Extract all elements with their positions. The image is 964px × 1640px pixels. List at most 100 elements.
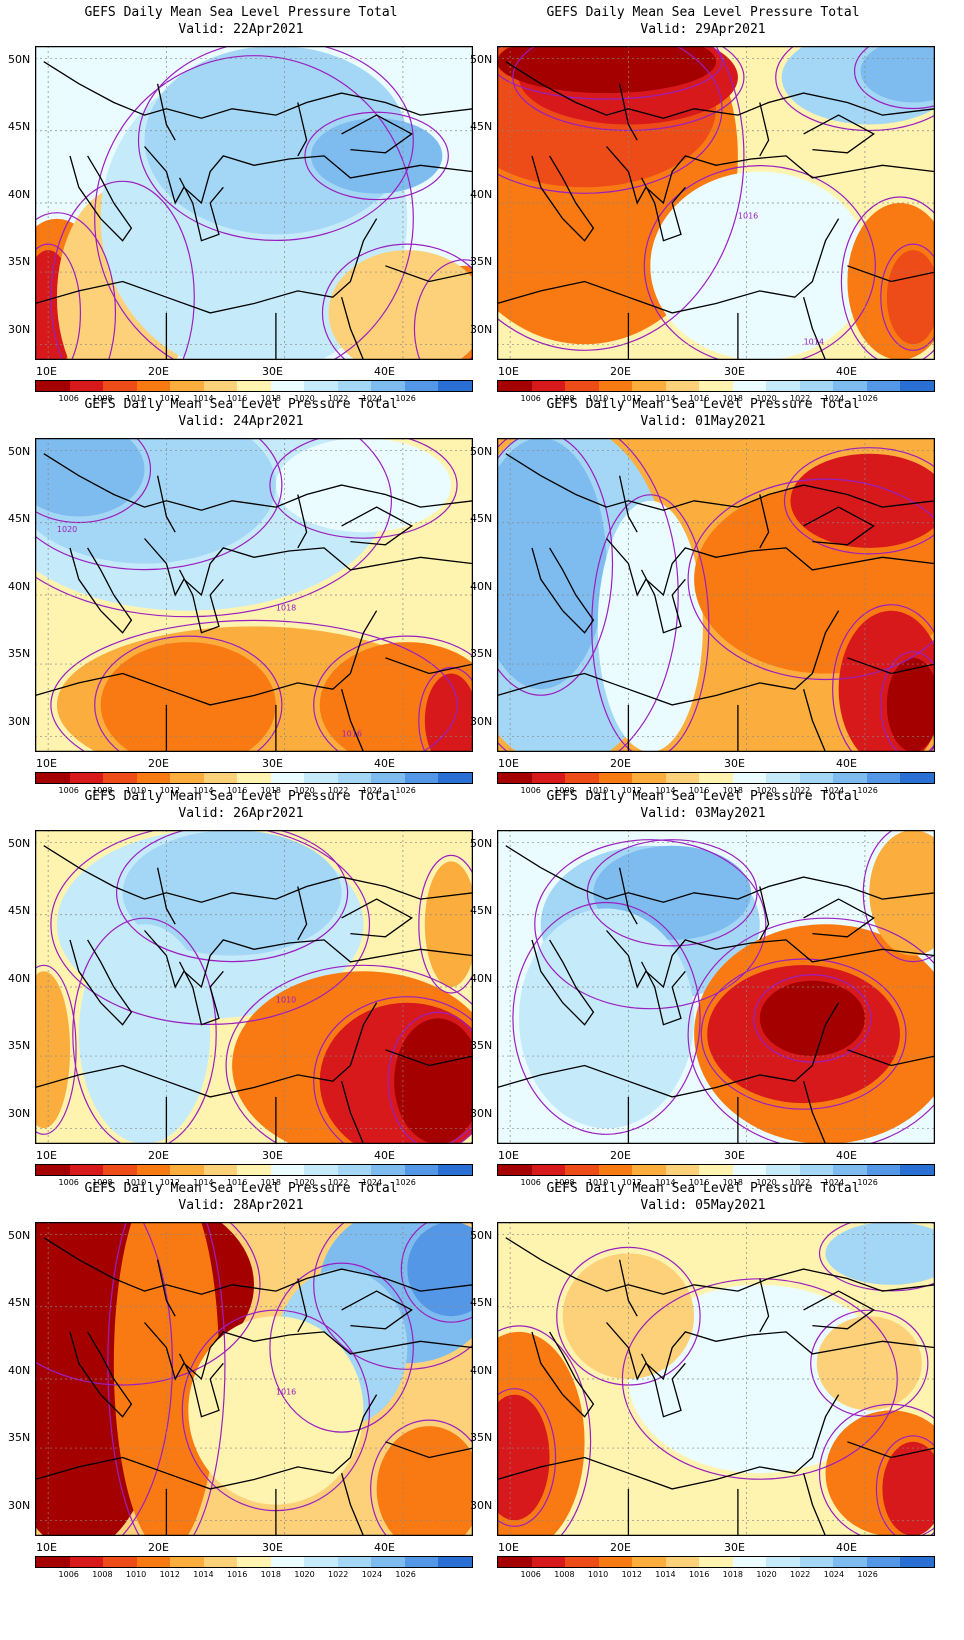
- coastline-border: [505, 61, 935, 119]
- lat-tick-label: 50N: [470, 1229, 493, 1242]
- isobar-line: [818, 1403, 935, 1536]
- isobar-line: [50, 830, 371, 1025]
- coastline-border: [497, 1394, 840, 1490]
- coastline-border: [497, 218, 840, 314]
- lon-tick-label: 40E: [374, 1541, 395, 1554]
- colorbar-swatch: [438, 1557, 472, 1567]
- colorbar-label: 1014: [655, 394, 676, 403]
- colorbar-label: 1010: [587, 394, 609, 403]
- colorbar-label: 1016: [688, 394, 710, 403]
- colorbar-label: 1024: [823, 1570, 845, 1579]
- panel-valid-date: Valid: 01May2021: [640, 414, 766, 429]
- colorbar-swatch: [632, 773, 666, 783]
- pressure-region: [882, 1441, 935, 1536]
- colorbar-swatch: [699, 1165, 733, 1175]
- colorbar-label: 1022: [790, 1178, 811, 1187]
- colorbar-swatch: [766, 1165, 800, 1175]
- lat-tick-label: 40N: [470, 972, 493, 985]
- coastline-border: [606, 146, 935, 205]
- colorbar-swatch: [136, 381, 171, 391]
- coastline-greece: [640, 569, 686, 634]
- colorbar-label: 1010: [125, 1178, 147, 1187]
- coastline-border: [531, 1331, 595, 1418]
- coastline-border: [340, 297, 365, 360]
- isobar-line: [35, 438, 392, 618]
- colorbar-label: 1020: [756, 394, 777, 403]
- coastline-border: [385, 1049, 473, 1067]
- colorbar-swatch: [103, 1165, 137, 1175]
- colorbar-swatch: [565, 773, 599, 783]
- coastline-border: [43, 61, 473, 119]
- isobar-line: [534, 839, 767, 1010]
- coastline-border: [505, 453, 935, 511]
- lon-tick-label: 10E: [36, 757, 57, 770]
- colorbar-swatch: [732, 1557, 767, 1567]
- colorbar-labels: 1006 1008 1010 1012 1014 1016 1018 1020 1022 1024…: [35, 1178, 473, 1190]
- pressure-region: [78, 924, 211, 1144]
- lat-tick-label: 30N: [8, 1499, 31, 1512]
- colorbar-swatch: [404, 1557, 439, 1567]
- lat-tick-label: 40N: [470, 1364, 493, 1377]
- isobar-line: [687, 917, 935, 1144]
- colorbar-labels: 1006 1008 1010 1012 1014 1016 1018 1020 1022 1024…: [497, 786, 935, 798]
- coastline-border: [606, 538, 935, 597]
- pressure-region: [759, 980, 865, 1057]
- lat-tick-label: 40N: [8, 972, 31, 985]
- lon-tick-label: 40E: [374, 1149, 395, 1162]
- colorbar-label: 1008: [554, 1178, 575, 1187]
- pressure-region: [35, 971, 71, 1129]
- lat-tick-label: 30N: [470, 1107, 493, 1120]
- coastline-greece: [178, 569, 224, 634]
- pressure-region: [275, 438, 452, 533]
- coastline-border: [759, 102, 770, 157]
- colorbar-swatch: [866, 1557, 901, 1567]
- isobar-line: [497, 46, 745, 351]
- isobar-line: [810, 1309, 929, 1418]
- colorbar-swatch: [766, 773, 800, 783]
- coastline-border: [531, 939, 595, 1026]
- coastline-greece: [178, 1353, 224, 1418]
- colorbar-label: 1012: [159, 1570, 180, 1579]
- lon-tick-label: 20E: [610, 365, 631, 378]
- coastline-border: [618, 83, 638, 141]
- colorbar-swatch: [900, 773, 934, 783]
- colorbar-swatch: [799, 773, 834, 783]
- lon-tick-label: 20E: [610, 1149, 631, 1162]
- colorbar-swatch: [203, 773, 238, 783]
- colorbar-swatch: [833, 1557, 867, 1567]
- isobar-line: [35, 438, 152, 524]
- coastline-border: [341, 506, 413, 546]
- isobar-line: [512, 901, 701, 1135]
- colorbar-swatch: [404, 1165, 439, 1175]
- pressure-region: [424, 861, 473, 987]
- isobar-line: [687, 478, 935, 681]
- colorbar-swatch: [598, 1165, 633, 1175]
- lon-tick-label: 30E: [262, 365, 283, 378]
- colorbar-swatch: [498, 381, 532, 391]
- isobar-line: [591, 494, 710, 752]
- coastline-border: [297, 1278, 308, 1333]
- colorbar-swatch: [36, 773, 70, 783]
- isobar-line: [35, 243, 82, 360]
- isobar-line: [107, 1222, 226, 1536]
- colorbar-label: 1024: [361, 786, 383, 795]
- contour-label: 1016: [276, 1388, 296, 1397]
- pressure-region: [790, 453, 935, 548]
- colorbar-label: 1026: [857, 786, 878, 795]
- coastline-border: [606, 930, 935, 989]
- coastline-border: [618, 867, 638, 925]
- lat-tick-label: 50N: [8, 53, 31, 66]
- colorbar-swatch: [598, 1557, 633, 1567]
- colorbar-swatch: [404, 381, 439, 391]
- panel-valid-date: Valid: 24Apr2021: [178, 414, 304, 429]
- colorbar-label: 1022: [328, 1570, 349, 1579]
- colorbar-label: 1016: [226, 394, 248, 403]
- colorbar-label: 1010: [125, 1570, 147, 1579]
- coastline-border: [156, 867, 176, 925]
- lat-tick-label: 35N: [470, 647, 493, 660]
- colorbar-label: 1008: [554, 1570, 575, 1579]
- colorbar-swatch: [136, 773, 171, 783]
- colorbar-label: 1010: [587, 1570, 609, 1579]
- colorbar-swatch: [337, 1557, 372, 1567]
- colorbar-swatch: [665, 381, 700, 391]
